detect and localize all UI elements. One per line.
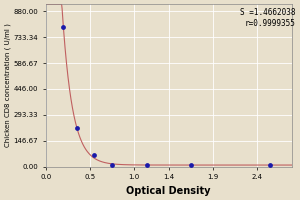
Point — [92, 154, 97, 157]
Text: S =1.4662038
r=0.9999355: S =1.4662038 r=0.9999355 — [240, 8, 296, 28]
Point — [61, 26, 66, 29]
X-axis label: Optical Density: Optical Density — [127, 186, 211, 196]
Point — [267, 164, 272, 167]
Point — [74, 126, 79, 129]
Y-axis label: Chicken CD8 concentration ( U/ml ): Chicken CD8 concentration ( U/ml ) — [4, 23, 11, 147]
Point — [109, 164, 114, 167]
Point — [144, 164, 149, 167]
Point — [188, 164, 193, 167]
